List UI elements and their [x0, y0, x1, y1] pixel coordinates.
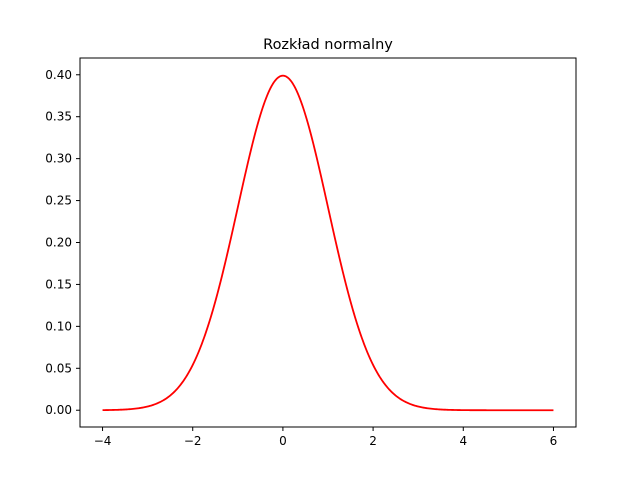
y-tick-label: 0.40 [45, 68, 72, 82]
x-axis: −4 −2 0 2 4 6 [94, 427, 558, 448]
normal-pdf-line [102, 74, 554, 412]
y-tick-label: 0.05 [45, 361, 72, 375]
x-tick-label: −2 [184, 434, 202, 448]
y-tick-label: 0.00 [45, 403, 72, 417]
y-axis: 0.00 0.05 0.10 0.15 0.20 0.25 0.30 0.35 0.40 [45, 68, 80, 417]
x-tick-label: 6 [550, 434, 558, 448]
axes-frame [79, 57, 577, 428]
x-tick-label: 4 [459, 434, 467, 448]
y-tick-label: 0.25 [45, 194, 72, 208]
chart-title: Rozkład normalny [263, 37, 393, 53]
x-tick-label: 0 [279, 434, 287, 448]
y-tick-label: 0.35 [45, 110, 72, 124]
plot-area [102, 74, 554, 412]
x-tick-label: −4 [94, 434, 112, 448]
y-tick-label: 0.15 [45, 277, 72, 291]
x-tick-label: 2 [369, 434, 377, 448]
y-tick-label: 0.20 [45, 236, 72, 250]
y-tick-label: 0.10 [45, 319, 72, 333]
y-tick-label: 0.30 [45, 152, 72, 166]
